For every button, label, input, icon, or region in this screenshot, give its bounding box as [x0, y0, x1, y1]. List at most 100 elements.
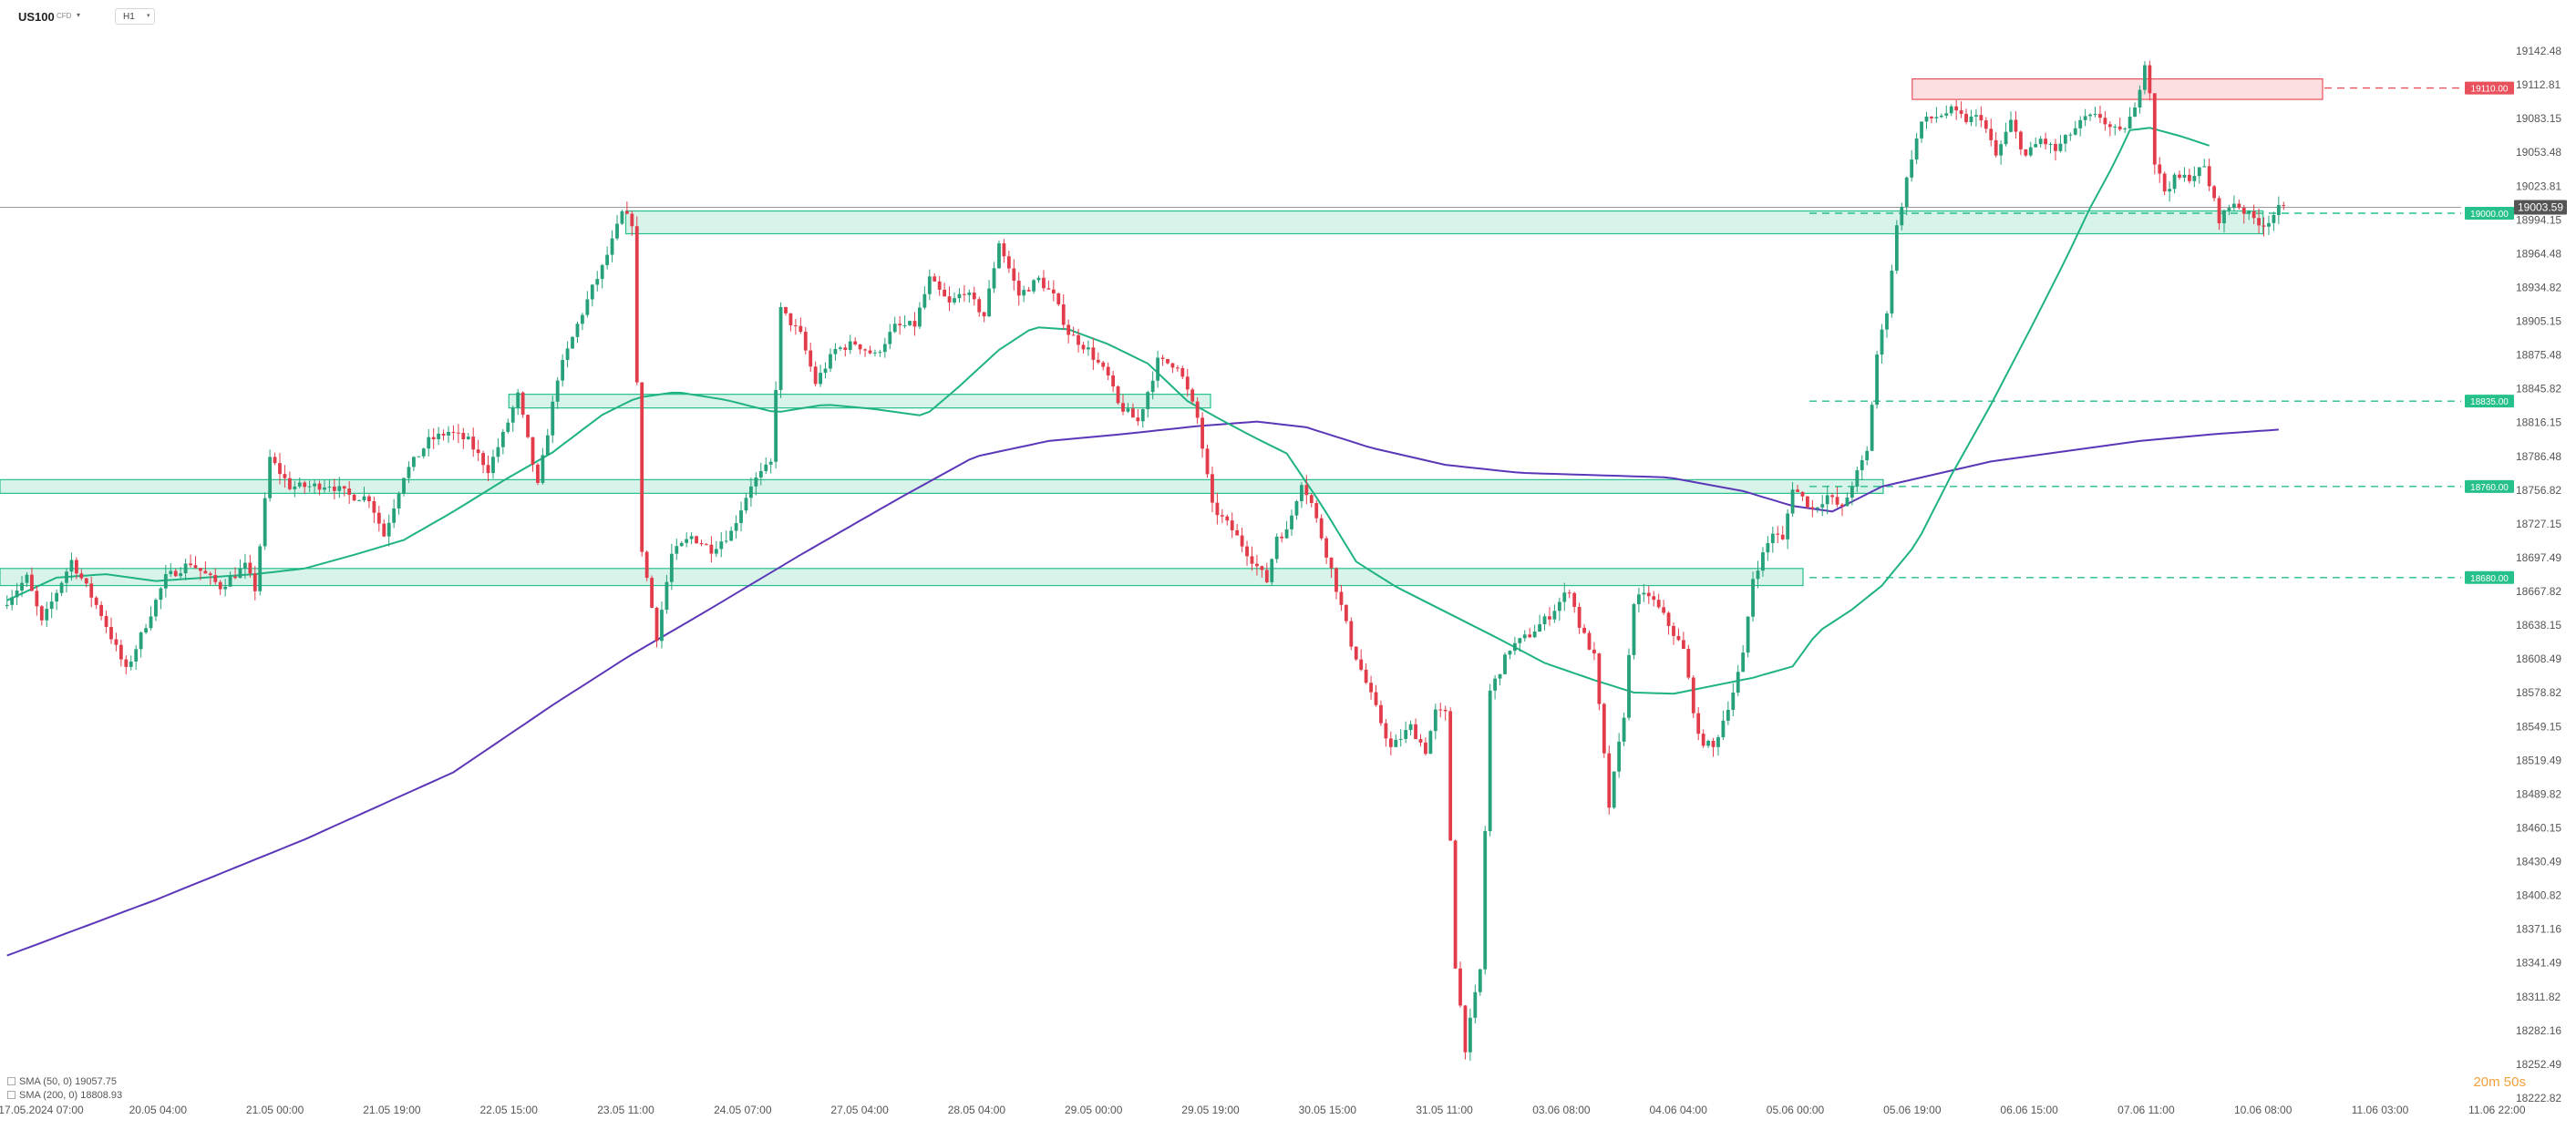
candle-body: [203, 570, 208, 574]
candle-body: [1329, 557, 1334, 569]
candle-body: [258, 546, 263, 591]
indicator-label: SMA (50, 0) 19057.75: [19, 1076, 118, 1087]
candle-body: [1374, 692, 1378, 705]
chevron-down-icon[interactable]: ▾: [77, 11, 81, 19]
x-tick-label: 10.06 08:00: [2234, 1104, 2293, 1116]
x-tick-label: 31.05 11:00: [1416, 1104, 1473, 1116]
candle-body: [1607, 753, 1612, 808]
candle-body: [347, 488, 352, 495]
candle-body: [2267, 222, 2271, 227]
symbol-name[interactable]: US100: [18, 10, 55, 24]
candle-body: [386, 522, 391, 537]
candle-body: [695, 536, 698, 544]
indicator-settings-icon[interactable]: [7, 1091, 15, 1099]
candle-body: [129, 661, 133, 667]
candle-body: [1612, 771, 1616, 808]
candle-body: [2172, 174, 2177, 190]
candle-body: [1602, 704, 1606, 754]
candle-body: [1662, 607, 1666, 613]
y-tick-label: 18667.82: [2516, 585, 2561, 598]
candle-body: [2168, 189, 2172, 192]
candle-body: [644, 551, 649, 579]
candle-body: [719, 541, 724, 550]
indicator-legend-sma200[interactable]: SMA (200, 0) 18808.93: [7, 1090, 122, 1101]
candle-body: [248, 562, 252, 574]
candle-body: [888, 332, 892, 344]
candle-body: [1299, 485, 1303, 501]
candle-body: [1255, 563, 1259, 567]
candle-body: [500, 431, 505, 447]
candle-body: [1016, 281, 1021, 296]
candle-body: [303, 482, 307, 488]
candle-body: [1512, 642, 1517, 652]
candle-body: [1304, 485, 1309, 496]
candle-body: [1974, 115, 1978, 117]
candle-body: [843, 347, 848, 351]
indicator-legend-sma50[interactable]: SMA (50, 0) 19057.75: [7, 1076, 117, 1087]
candle-body: [1806, 496, 1809, 508]
candle-body: [1542, 616, 1547, 625]
candle-body: [571, 336, 574, 349]
candle-body: [551, 401, 555, 436]
candle-body: [382, 523, 386, 537]
candle-body: [412, 457, 416, 467]
candle-body: [2093, 114, 2097, 116]
candle-body: [1954, 106, 1959, 111]
candle-body: [1215, 502, 1220, 516]
candle-body: [1959, 110, 1963, 114]
candle-body: [1418, 739, 1423, 743]
candle-body: [1344, 604, 1348, 622]
candle-body: [1170, 363, 1175, 368]
candle-body: [2117, 126, 2122, 130]
candle-body: [144, 628, 148, 633]
candle-body: [2133, 107, 2137, 117]
candle-body: [908, 321, 912, 325]
candle-body: [169, 570, 173, 574]
candle-body: [1051, 289, 1056, 293]
indicator-settings-icon[interactable]: [7, 1077, 15, 1085]
candle-body: [853, 341, 858, 344]
candle-body: [1949, 106, 1953, 114]
candle-body: [660, 610, 664, 642]
x-tick-label: 27.05 04:00: [830, 1104, 889, 1116]
candle-body: [2123, 128, 2128, 130]
candle-body: [679, 542, 684, 547]
candle-body: [943, 289, 947, 297]
timeframe-selector[interactable]: H1 ▾: [115, 8, 155, 25]
candle-body: [1900, 206, 1904, 226]
candle-body: [2182, 174, 2187, 178]
candle-body: [278, 463, 282, 475]
candle-body: [1503, 654, 1507, 674]
candle-body: [1656, 600, 1661, 608]
candle-body: [456, 432, 460, 434]
x-tick-label: 11.06 03:00: [2352, 1104, 2409, 1116]
candle-body: [149, 616, 153, 629]
candle-body: [1211, 474, 1214, 503]
candle-body: [953, 298, 956, 303]
candle-body: [362, 496, 366, 501]
candle-body: [699, 543, 704, 545]
candle-body: [183, 563, 188, 574]
candle-body: [1478, 969, 1482, 992]
candle-body: [526, 415, 530, 437]
candle-body: [749, 486, 753, 498]
candle-body: [1274, 536, 1279, 560]
candle-body: [1488, 690, 1492, 832]
green-zone: [624, 210, 2264, 235]
candle-body: [1979, 115, 1984, 121]
candle-body: [1284, 529, 1289, 539]
candle-body: [2113, 126, 2117, 128]
candle-body: [2054, 143, 2057, 151]
y-tick-label: 18282.16: [2516, 1024, 2561, 1037]
candle-body: [982, 312, 986, 317]
candle-body: [367, 496, 371, 502]
candle-body: [1264, 570, 1269, 582]
y-tick-label: 18341.49: [2516, 957, 2561, 970]
candle-body: [1587, 632, 1592, 650]
candle-body: [84, 578, 88, 584]
candle-body: [2251, 211, 2256, 219]
candle-body: [1121, 403, 1125, 412]
y-tick-label: 18875.48: [2516, 349, 2561, 362]
